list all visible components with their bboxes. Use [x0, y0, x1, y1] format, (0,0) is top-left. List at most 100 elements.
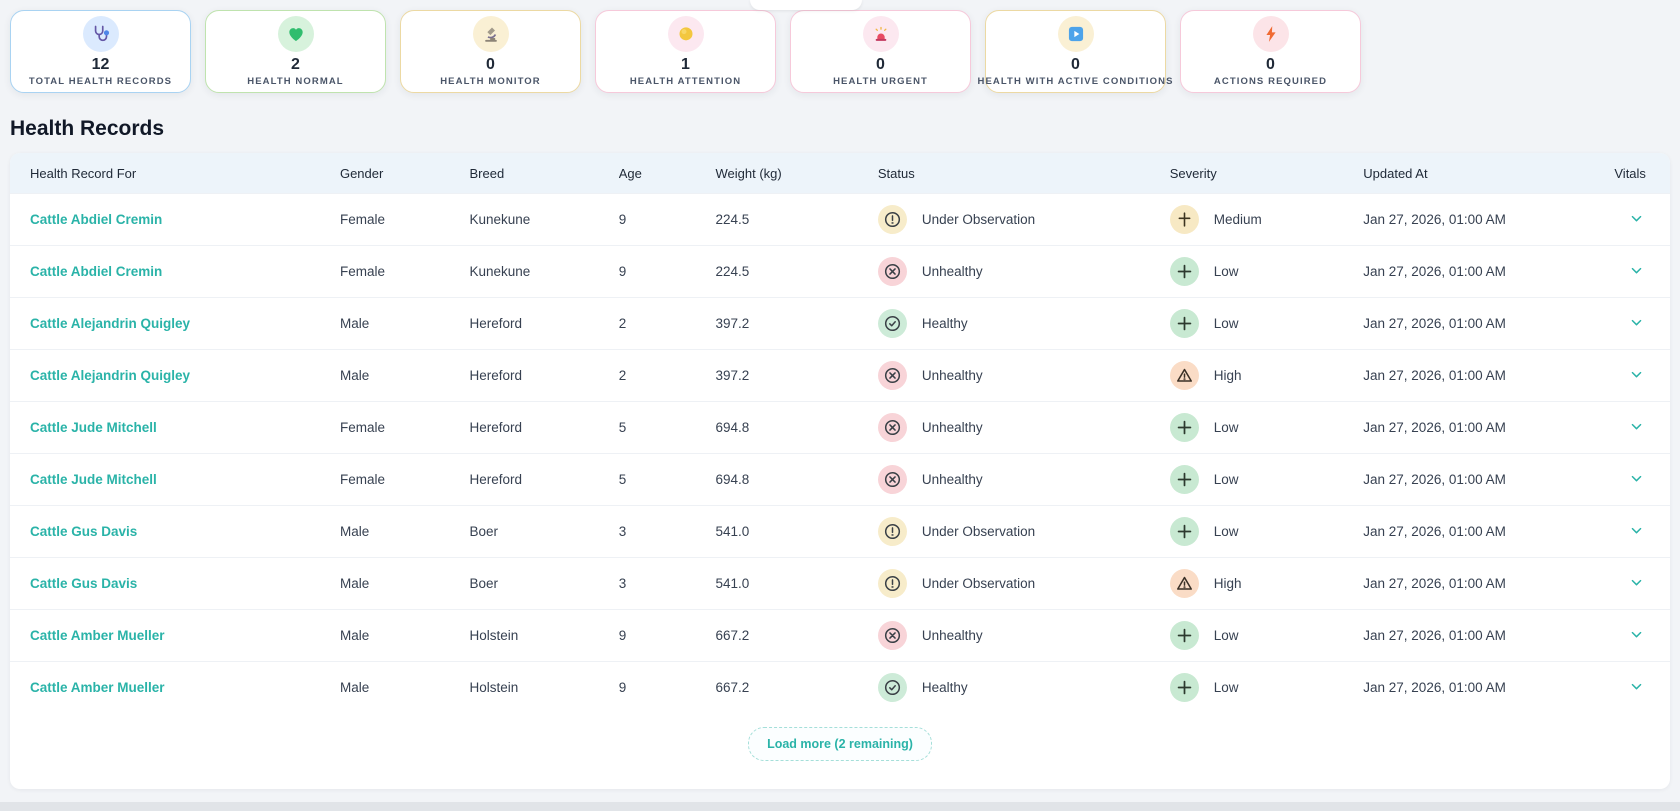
siren-icon: [862, 15, 899, 52]
breed-cell: Hereford: [469, 472, 523, 487]
severity-label: Low: [1213, 264, 1239, 279]
severity-low-icon: [1169, 673, 1199, 702]
record-name-link[interactable]: Cattle Alejandrin Quigley: [30, 316, 191, 331]
stat-card-health-normal[interactable]: 2 Health Normal: [205, 10, 386, 93]
gender-cell: Male: [339, 628, 370, 643]
stethoscope-icon: [82, 15, 119, 52]
updated-at-cell: Jan 27, 2026, 01:00 AM: [1363, 524, 1506, 539]
status-unhealthy-icon: [877, 257, 907, 286]
table-row: Cattle Alejandrin Quigley Male Hereford 2 39…: [10, 297, 1670, 349]
status-label: Unhealthy: [921, 264, 983, 279]
status-label: Unhealthy: [921, 420, 983, 435]
table-row: Cattle Jude Mitchell Female Hereford 5 694.8…: [10, 453, 1670, 505]
weight-cell: 397.2: [715, 316, 750, 331]
record-name-link[interactable]: Cattle Abdiel Cremin: [30, 212, 163, 227]
stat-card-health-attention[interactable]: 1 Health Attention: [595, 10, 776, 93]
weight-cell: 667.2: [715, 680, 750, 695]
vitals-expand-button[interactable]: [1627, 573, 1646, 595]
status-label: Healthy: [921, 680, 968, 695]
column-header-health-record-for: Health Record For: [30, 165, 137, 181]
stat-card-health-monitor[interactable]: 0 Health Monitor: [400, 10, 581, 93]
stat-card-total-health-records[interactable]: 12 Total Health Records: [10, 10, 191, 93]
record-name-link[interactable]: Cattle Amber Mueller: [30, 628, 165, 643]
status-badge-unhealthy: Unhealthy: [877, 361, 1170, 390]
breed-cell: Holstein: [469, 628, 519, 643]
stat-card-health-with-active-conditions[interactable]: 0 Health With Active Conditions: [977, 10, 1172, 93]
load-more-button[interactable]: Load more (2 remaining): [748, 727, 932, 761]
stat-label: Actions Required: [1213, 76, 1328, 88]
record-name-link[interactable]: Cattle Gus Davis: [30, 576, 138, 591]
severity-low-icon: [1169, 465, 1199, 494]
column-header-age: Age: [618, 165, 642, 181]
column-header-status: Status: [877, 165, 915, 181]
weight-cell: 667.2: [715, 628, 750, 643]
stat-label: Total Health Records: [28, 76, 173, 88]
column-header-vitals: Vitals: [1614, 165, 1646, 181]
updated-at-cell: Jan 27, 2026, 01:00 AM: [1363, 576, 1506, 591]
stat-card-actions-required[interactable]: 0 Actions Required: [1180, 10, 1361, 93]
record-name-link[interactable]: Cattle Alejandrin Quigley: [30, 368, 191, 383]
health-records-table: Health Record For Gender Breed Age Weight (k…: [10, 153, 1670, 789]
breed-cell: Kunekune: [469, 212, 531, 227]
vitals-expand-button[interactable]: [1627, 677, 1646, 699]
record-name-link[interactable]: Cattle Abdiel Cremin: [30, 264, 163, 279]
stat-label: Health Monitor: [440, 76, 541, 88]
status-label: Under Observation: [921, 212, 1036, 227]
chevron-down-icon: [1629, 679, 1644, 697]
vitals-expand-button[interactable]: [1627, 521, 1646, 543]
play-icon: [1057, 15, 1094, 52]
severity-badge-low: Low: [1169, 309, 1364, 338]
vitals-expand-button[interactable]: [1627, 209, 1646, 231]
record-name-link[interactable]: Cattle Jude Mitchell: [30, 472, 157, 487]
record-name-link[interactable]: Cattle Jude Mitchell: [30, 420, 157, 435]
table-row: Cattle Amber Mueller Male Holstein 9 667.2 Un…: [10, 609, 1670, 661]
updated-at-cell: Jan 27, 2026, 01:00 AM: [1363, 316, 1506, 331]
stat-label: Health Attention: [629, 76, 742, 88]
stat-value: 0: [486, 55, 495, 73]
chevron-down-icon: [1629, 315, 1644, 333]
weight-cell: 694.8: [715, 472, 750, 487]
stat-value: 0: [1266, 55, 1275, 73]
weight-cell: 541.0: [715, 576, 750, 591]
record-name-link[interactable]: Cattle Gus Davis: [30, 524, 138, 539]
severity-badge-medium: Medium: [1169, 205, 1364, 234]
breed-cell: Hereford: [469, 368, 523, 383]
vitals-expand-button[interactable]: [1627, 261, 1646, 283]
severity-low-icon: [1169, 413, 1199, 442]
vitals-expand-button[interactable]: [1627, 313, 1646, 335]
severity-badge-low: Low: [1169, 257, 1364, 286]
age-cell: 3: [618, 576, 627, 591]
chevron-down-icon: [1629, 211, 1644, 229]
gender-cell: Male: [339, 316, 370, 331]
severity-badge-low: Low: [1169, 517, 1364, 546]
weight-cell: 397.2: [715, 368, 750, 383]
severity-low-icon: [1169, 517, 1199, 546]
stat-card-health-urgent[interactable]: 0 Health Urgent: [790, 10, 971, 93]
stats-row: 12 Total Health Records 2 Health Normal 0 Hea…: [0, 0, 1680, 93]
vitals-expand-button[interactable]: [1627, 469, 1646, 491]
microscope-icon: [472, 15, 509, 52]
weight-cell: 541.0: [715, 524, 750, 539]
breed-cell: Hereford: [469, 316, 523, 331]
status-label: Under Observation: [921, 576, 1036, 591]
lightning-icon: [1252, 15, 1289, 52]
status-label: Unhealthy: [921, 472, 983, 487]
table-row: Cattle Jude Mitchell Female Hereford 5 694.8…: [10, 401, 1670, 453]
chevron-down-icon: [1629, 419, 1644, 437]
vitals-expand-button[interactable]: [1627, 417, 1646, 439]
record-name-link[interactable]: Cattle Amber Mueller: [30, 680, 165, 695]
stat-value: 0: [1071, 55, 1080, 73]
stat-value: 0: [876, 55, 885, 73]
top-center-pill: [750, 0, 862, 10]
breed-cell: Holstein: [469, 680, 519, 695]
table-row: Cattle Amber Mueller Male Holstein 9 667.2 He…: [10, 661, 1670, 713]
severity-badge-high: High: [1169, 361, 1364, 390]
severity-high-icon: [1169, 569, 1199, 598]
severity-label: Low: [1213, 680, 1239, 695]
severity-label: High: [1213, 368, 1242, 383]
stat-value: 2: [291, 55, 300, 73]
vitals-expand-button[interactable]: [1627, 625, 1646, 647]
vitals-expand-button[interactable]: [1627, 365, 1646, 387]
breed-cell: Hereford: [469, 420, 523, 435]
updated-at-cell: Jan 27, 2026, 01:00 AM: [1363, 420, 1506, 435]
